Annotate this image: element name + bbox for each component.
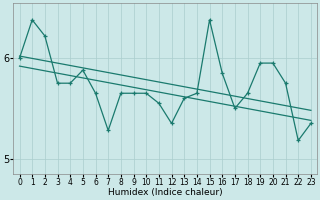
X-axis label: Humidex (Indice chaleur): Humidex (Indice chaleur) [108, 188, 222, 197]
